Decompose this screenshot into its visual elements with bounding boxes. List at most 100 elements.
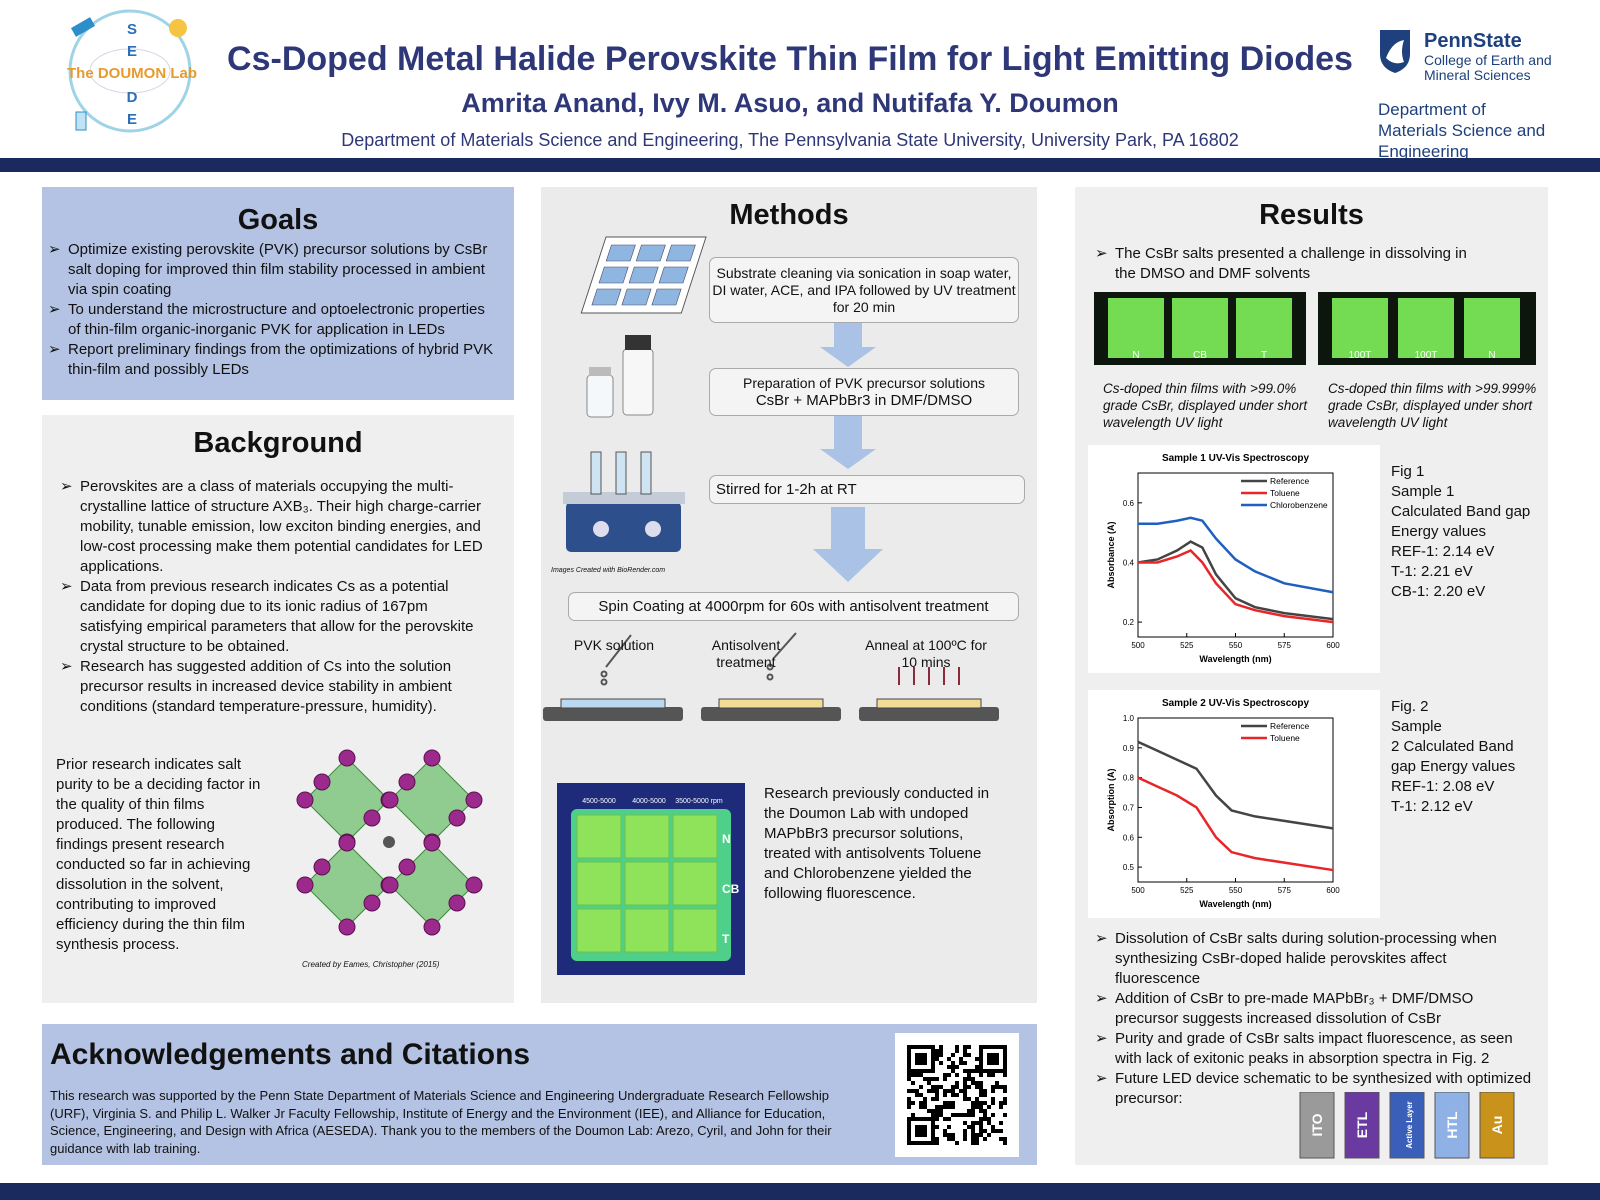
qr-module	[915, 1093, 919, 1097]
film	[1236, 298, 1292, 358]
film	[876, 698, 982, 709]
qr-module	[943, 1105, 947, 1109]
qr-module	[955, 1045, 959, 1049]
qr-module	[947, 1065, 951, 1069]
y-tick-label: 0.6	[1123, 499, 1135, 508]
qr-module	[1003, 1113, 1007, 1117]
qr-module	[991, 1085, 995, 1089]
fluorescence-plate: 4500-5000 4000-5000 3500-5000 rpm N CB T	[557, 783, 745, 975]
qr-module	[991, 1113, 995, 1117]
qr-module	[991, 1097, 995, 1101]
x-tick-label: 550	[1229, 641, 1243, 650]
flow-arrows	[813, 322, 883, 582]
qr-module	[999, 1105, 1003, 1109]
y-axis-label: Absorption (A)	[1106, 769, 1116, 832]
qr-module	[935, 1097, 939, 1101]
device-layer	[1299, 1092, 1335, 1159]
qr-module	[935, 1113, 939, 1117]
qr-module	[931, 1077, 935, 1081]
list-item: CB-1: 2.20 eV	[1391, 583, 1486, 600]
lab-name: The DOUMON Lab	[67, 65, 197, 82]
qr-module	[935, 1057, 939, 1061]
list-item: T-1: 2.21 eV	[1391, 563, 1473, 580]
x-tick-label: 575	[1278, 886, 1292, 895]
layer-label: HTL	[1444, 1111, 1460, 1139]
chuck	[543, 707, 683, 721]
qr-module	[935, 1077, 939, 1081]
qr-module	[919, 1101, 923, 1105]
qr-module	[919, 1073, 923, 1077]
qr-module	[963, 1093, 967, 1097]
arrow	[820, 322, 876, 367]
qr-module	[979, 1129, 983, 1133]
qr-module	[963, 1045, 967, 1049]
qr-module	[951, 1069, 955, 1073]
qr-module	[959, 1113, 963, 1117]
results-intro: The CsBr salts presented a challenge in …	[1095, 244, 1475, 284]
decoration	[628, 266, 659, 284]
atom	[363, 894, 381, 912]
logo-sun	[169, 19, 187, 37]
x-tick-label: 500	[1131, 886, 1145, 895]
qr-module	[943, 1073, 947, 1077]
plate-tile	[624, 814, 670, 859]
qr-module	[975, 1057, 979, 1061]
atom	[296, 791, 314, 809]
list-item: Fig. 2	[1391, 698, 1429, 715]
atom	[338, 834, 356, 852]
qr-module	[999, 1085, 1003, 1089]
data-line	[1138, 549, 1334, 624]
qr-module	[983, 1101, 987, 1105]
qr-module	[987, 1121, 991, 1125]
qr-module	[975, 1141, 979, 1145]
qr-module	[975, 1069, 979, 1073]
qr-module	[939, 1049, 943, 1053]
decoration	[600, 670, 608, 678]
qr-module	[923, 1105, 927, 1109]
qr-module	[963, 1113, 967, 1117]
x-tick-label: 500	[1131, 641, 1145, 650]
qr-module	[963, 1085, 967, 1089]
film-photo: 100T 100T N	[1318, 292, 1536, 365]
step-3: Stirred for 1-2h at RT	[709, 475, 1025, 504]
stirrer-knob	[645, 521, 661, 537]
qr-module	[967, 1113, 971, 1117]
intro-item: The CsBr salts presented a challenge in …	[1095, 244, 1475, 284]
qr-module	[947, 1105, 951, 1109]
authors: Amrita Anand, Ivy M. Asuo, and Nutifafa …	[461, 88, 1119, 118]
substrate	[580, 236, 707, 314]
a-site	[383, 836, 395, 848]
spin-stages	[543, 632, 999, 721]
decoration	[635, 244, 666, 262]
qr-module	[931, 1089, 935, 1093]
goals-list: Optimize existing perovskite (PVK) precu…	[48, 240, 498, 380]
atom	[338, 918, 356, 936]
qr-module	[979, 1073, 983, 1077]
qr-module	[939, 1045, 943, 1049]
film	[1172, 298, 1228, 358]
crystal-structure	[296, 749, 483, 936]
results-panel: Results The CsBr salts presented a chall…	[1075, 187, 1548, 1165]
qr-module	[979, 1109, 983, 1113]
plate-row: CB	[722, 882, 740, 896]
qr-module	[907, 1077, 911, 1081]
chuck	[701, 707, 841, 721]
atom	[398, 858, 416, 876]
findings-list: Dissolution of CsBr salts during solutio…	[1095, 929, 1535, 1109]
list-item: Data from previous research indicates Cs…	[60, 577, 490, 657]
decoration	[859, 667, 999, 721]
list-item: Research has suggested addition of Cs in…	[60, 657, 490, 717]
qr-module	[963, 1077, 967, 1081]
qr-module	[959, 1061, 963, 1065]
goals-panel: Goals Optimize existing perovskite (PVK)…	[42, 187, 514, 400]
qr-module	[967, 1073, 971, 1077]
qr-module	[963, 1069, 967, 1073]
qr-module	[963, 1133, 967, 1137]
film	[1332, 298, 1388, 358]
qr-module	[943, 1077, 947, 1081]
tube	[640, 451, 652, 495]
film-photo: N CB T	[1094, 292, 1306, 365]
qr-module	[927, 1077, 931, 1081]
qr-module	[991, 1125, 995, 1129]
